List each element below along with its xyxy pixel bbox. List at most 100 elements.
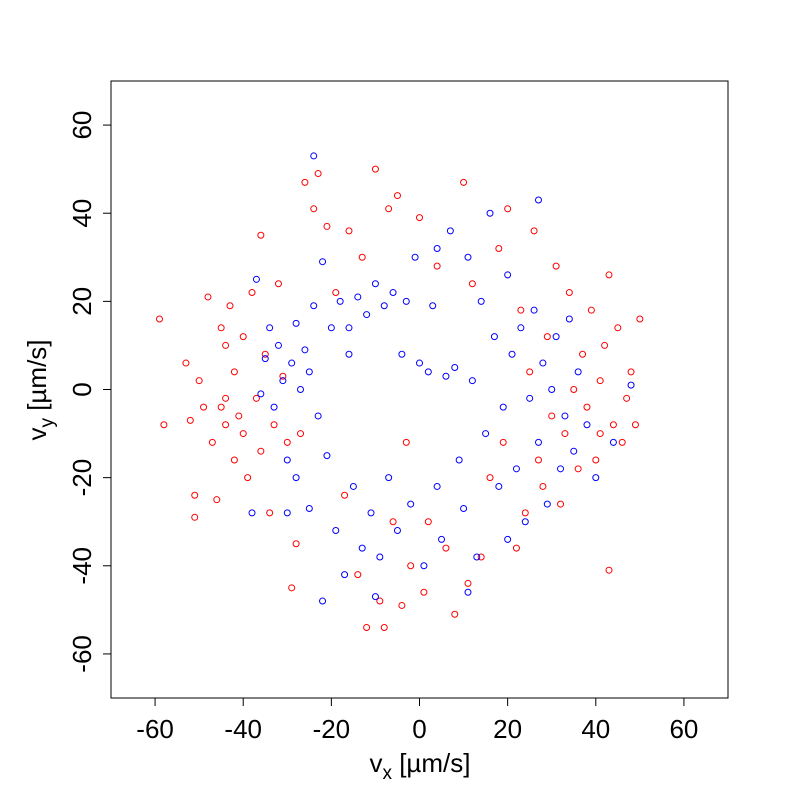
point bbox=[495, 482, 503, 490]
point bbox=[627, 381, 635, 389]
point bbox=[182, 359, 190, 367]
point bbox=[605, 271, 613, 279]
point bbox=[552, 262, 560, 270]
point bbox=[521, 518, 529, 526]
point bbox=[508, 350, 516, 358]
point bbox=[592, 456, 600, 464]
point bbox=[257, 231, 265, 239]
y-tick-label: 40 bbox=[67, 199, 97, 228]
point bbox=[438, 535, 446, 543]
point bbox=[596, 430, 604, 438]
point bbox=[468, 280, 476, 288]
point bbox=[371, 280, 379, 288]
point bbox=[380, 623, 388, 631]
point bbox=[323, 452, 331, 460]
point bbox=[354, 293, 362, 301]
point bbox=[327, 324, 335, 332]
point bbox=[393, 192, 401, 200]
point bbox=[446, 227, 454, 235]
point bbox=[570, 447, 578, 455]
x-tick-label: 40 bbox=[581, 714, 610, 744]
point bbox=[490, 333, 498, 341]
point bbox=[341, 571, 349, 579]
point bbox=[248, 289, 256, 297]
point bbox=[420, 562, 428, 570]
point bbox=[574, 368, 582, 376]
point bbox=[301, 346, 309, 354]
point bbox=[345, 324, 353, 332]
point bbox=[292, 540, 300, 548]
point bbox=[534, 438, 542, 446]
point bbox=[460, 178, 468, 186]
point bbox=[526, 368, 534, 376]
point bbox=[534, 456, 542, 464]
point bbox=[297, 386, 305, 393]
point bbox=[627, 368, 635, 376]
point bbox=[486, 474, 494, 482]
point bbox=[349, 482, 357, 490]
point bbox=[398, 350, 406, 358]
point bbox=[319, 258, 327, 266]
point bbox=[605, 566, 613, 574]
point bbox=[517, 306, 525, 314]
point bbox=[464, 579, 472, 587]
point bbox=[512, 544, 520, 552]
y-label-sub: y bbox=[37, 418, 58, 428]
point bbox=[376, 553, 384, 561]
point bbox=[636, 315, 644, 323]
x-tick-label: -40 bbox=[224, 714, 262, 744]
point bbox=[319, 597, 327, 605]
point bbox=[208, 438, 216, 446]
x-axis-label: vx [µm/s] bbox=[369, 748, 470, 784]
point bbox=[534, 196, 542, 204]
point bbox=[565, 315, 573, 323]
point bbox=[548, 386, 556, 393]
point bbox=[464, 253, 472, 261]
point bbox=[274, 341, 282, 349]
point bbox=[244, 474, 252, 482]
point bbox=[517, 324, 525, 332]
point bbox=[155, 315, 163, 323]
point bbox=[230, 456, 238, 464]
point bbox=[486, 209, 494, 217]
point bbox=[420, 588, 428, 596]
point bbox=[402, 438, 410, 446]
point bbox=[283, 438, 291, 446]
y-tick-label: -20 bbox=[67, 459, 97, 497]
point bbox=[442, 372, 450, 380]
point bbox=[297, 430, 305, 438]
point bbox=[416, 214, 423, 222]
point bbox=[314, 170, 322, 178]
point bbox=[332, 289, 340, 297]
point bbox=[217, 324, 225, 332]
point bbox=[270, 403, 278, 411]
point bbox=[552, 333, 560, 341]
point bbox=[521, 509, 529, 517]
point bbox=[416, 359, 423, 367]
point bbox=[618, 438, 626, 446]
point bbox=[160, 421, 168, 429]
point bbox=[398, 601, 406, 609]
point bbox=[195, 377, 203, 385]
point bbox=[601, 341, 609, 349]
point bbox=[499, 438, 507, 446]
point bbox=[380, 302, 388, 310]
point bbox=[631, 421, 639, 429]
point bbox=[468, 377, 476, 385]
point bbox=[424, 368, 432, 376]
x-label-sub: x bbox=[382, 763, 392, 784]
point bbox=[345, 227, 353, 235]
point bbox=[583, 421, 591, 429]
point bbox=[252, 275, 260, 283]
point bbox=[186, 416, 194, 424]
point bbox=[539, 482, 547, 490]
point bbox=[252, 394, 260, 402]
y-tick-label: -40 bbox=[67, 547, 97, 585]
point bbox=[512, 465, 520, 473]
point bbox=[530, 306, 538, 314]
point bbox=[310, 152, 318, 160]
point bbox=[561, 412, 569, 420]
point bbox=[292, 474, 300, 482]
point bbox=[226, 302, 234, 310]
